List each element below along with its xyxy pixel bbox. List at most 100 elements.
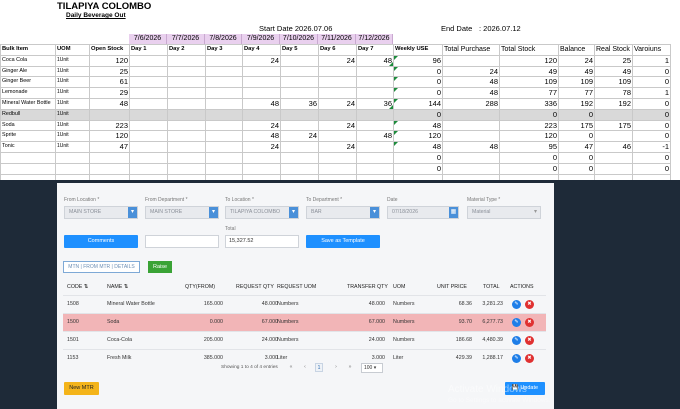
table-row[interactable]: 1500 Soda 0.000 67.000 Numbers 67.000 Numbers 9…: [63, 313, 546, 331]
grid-cell[interactable]: 95: [499, 141, 559, 153]
next-page-icon[interactable]: ›: [335, 364, 337, 370]
grid-cell[interactable]: [89, 151, 130, 164]
grid-cell[interactable]: [558, 173, 595, 180]
grid-cell[interactable]: 96: [393, 54, 443, 67]
grid-cell[interactable]: [280, 65, 319, 78]
grid-header-cell[interactable]: Day 4: [242, 44, 281, 56]
grid-cell[interactable]: [205, 151, 243, 164]
page-button[interactable]: 1: [315, 363, 323, 372]
grid-cell[interactable]: [55, 162, 90, 175]
grid-cell[interactable]: [280, 87, 319, 99]
grid-cell[interactable]: [167, 151, 206, 164]
grid-cell[interactable]: 0: [558, 130, 595, 143]
grid-cell[interactable]: 0: [558, 151, 595, 164]
grid-cell[interactable]: 24: [318, 141, 357, 153]
to-location-select[interactable]: TILAPIYA COLOMBO ▾: [225, 206, 299, 219]
grid-cell[interactable]: [442, 108, 500, 121]
grid-cell[interactable]: 120: [89, 130, 130, 143]
update-button[interactable]: 💾 Update: [505, 382, 545, 395]
grid-cell[interactable]: 0: [632, 119, 671, 132]
grid-cell[interactable]: [205, 108, 243, 121]
grid-cell[interactable]: [356, 141, 394, 153]
grid-cell[interactable]: [318, 151, 357, 164]
grid-cell[interactable]: 24: [558, 54, 595, 67]
grid-cell[interactable]: 120: [89, 54, 130, 67]
grid-cell[interactable]: [318, 173, 357, 180]
grid-cell[interactable]: 1Unit: [55, 76, 90, 89]
grid-cell[interactable]: 48: [89, 97, 130, 110]
grid-cell[interactable]: [129, 65, 168, 78]
grid-cell[interactable]: [356, 108, 394, 121]
grid-cell[interactable]: [129, 108, 168, 121]
grid-cell[interactable]: [356, 87, 394, 99]
grid-cell[interactable]: [318, 87, 357, 99]
grid-header-cell[interactable]: Day 2: [167, 44, 206, 56]
grid-cell[interactable]: 120: [499, 130, 559, 143]
grid-cell[interactable]: 78: [594, 87, 633, 99]
grid-cell[interactable]: 288: [442, 97, 500, 110]
comments-input[interactable]: [145, 235, 219, 248]
col-code[interactable]: CODE ⇅: [67, 284, 89, 290]
grid-cell[interactable]: 47: [89, 141, 130, 153]
grid-cell[interactable]: [129, 119, 168, 132]
grid-cell[interactable]: [393, 173, 443, 180]
grid-cell[interactable]: [242, 162, 281, 175]
edit-icon[interactable]: ✎: [512, 318, 521, 327]
grid-cell[interactable]: [129, 162, 168, 175]
grid-cell[interactable]: 47: [558, 141, 595, 153]
grid-cell[interactable]: [442, 119, 500, 132]
grid-cell[interactable]: 48: [442, 87, 500, 99]
grid-cell[interactable]: [205, 162, 243, 175]
grid-cell[interactable]: [280, 162, 319, 175]
grid-cell[interactable]: [356, 151, 394, 164]
grid-cell[interactable]: 1: [632, 87, 671, 99]
grid-cell[interactable]: 109: [558, 76, 595, 89]
grid-cell[interactable]: 1Unit: [55, 87, 90, 99]
grid-cell[interactable]: [167, 76, 206, 89]
grid-cell[interactable]: 49: [594, 65, 633, 78]
grid-header-cell[interactable]: Day 5: [280, 44, 319, 56]
grid-cell[interactable]: 36: [356, 97, 394, 110]
new-mtr-button[interactable]: New MTR: [64, 382, 99, 395]
from-department-select[interactable]: MAIN STORE ▾: [145, 206, 219, 219]
grid-cell[interactable]: [356, 173, 394, 180]
grid-cell[interactable]: Sprite: [0, 130, 56, 143]
grid-cell[interactable]: 175: [594, 119, 633, 132]
grid-cell[interactable]: [205, 97, 243, 110]
grid-header-cell[interactable]: Balance: [558, 44, 595, 56]
grid-cell[interactable]: [89, 108, 130, 121]
grid-cell[interactable]: [129, 141, 168, 153]
grid-cell[interactable]: [356, 162, 394, 175]
grid-cell[interactable]: 24: [318, 97, 357, 110]
grid-cell[interactable]: 192: [558, 97, 595, 110]
grid-cell[interactable]: 49: [558, 65, 595, 78]
grid-cell[interactable]: 77: [499, 87, 559, 99]
grid-cell[interactable]: [167, 162, 206, 175]
grid-cell[interactable]: [205, 141, 243, 153]
grid-cell[interactable]: 0: [393, 162, 443, 175]
grid-cell[interactable]: 144: [393, 97, 443, 110]
grid-cell[interactable]: 49: [499, 65, 559, 78]
grid-cell[interactable]: 0: [632, 76, 671, 89]
grid-cell[interactable]: [442, 54, 500, 67]
grid-cell[interactable]: 223: [89, 119, 130, 132]
grid-cell[interactable]: [280, 76, 319, 89]
grid-header-cell[interactable]: Total Stock: [499, 44, 559, 56]
grid-header-cell[interactable]: UOM: [55, 44, 90, 56]
grid-cell[interactable]: Lemonade: [0, 87, 56, 99]
grid-cell[interactable]: [242, 87, 281, 99]
grid-cell[interactable]: [632, 173, 671, 180]
grid-cell[interactable]: [129, 76, 168, 89]
grid-cell[interactable]: [318, 162, 357, 175]
grid-cell[interactable]: [0, 162, 56, 175]
grid-header-cell[interactable]: Bulk Item: [0, 44, 56, 56]
grid-cell[interactable]: 0: [393, 151, 443, 164]
grid-cell[interactable]: 0: [393, 87, 443, 99]
grid-cell[interactable]: [129, 151, 168, 164]
table-row[interactable]: 1501 Coca-Cola 205.000 24.000 Numbers 24.000 N…: [63, 331, 546, 349]
grid-cell[interactable]: [442, 130, 500, 143]
material-type-select[interactable]: Material ▾: [467, 206, 541, 219]
grid-cell[interactable]: [205, 173, 243, 180]
grid-cell[interactable]: 109: [499, 76, 559, 89]
grid-cell[interactable]: 48: [356, 54, 394, 67]
